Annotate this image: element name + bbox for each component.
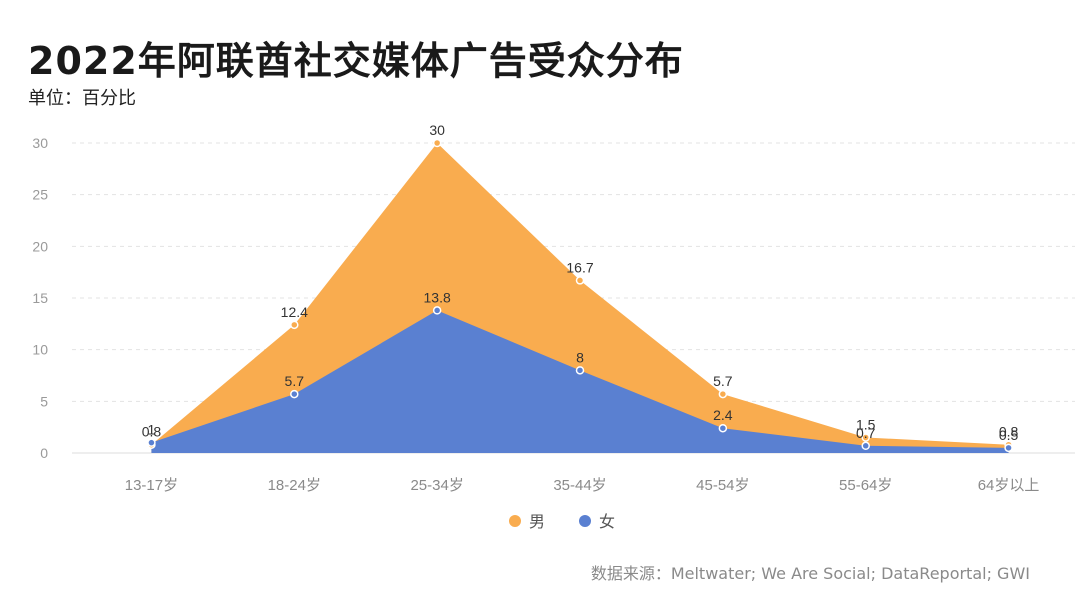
y-tick-label: 25	[32, 187, 48, 203]
data-label: 5.7	[713, 373, 733, 389]
chart-title: 2022年阿联酋社交媒体广告受众分布	[28, 39, 684, 83]
y-tick-label: 20	[32, 238, 48, 254]
data-label: 13.8	[424, 289, 451, 305]
data-point-female	[575, 366, 585, 375]
x-tick-label: 18-24岁	[268, 477, 321, 494]
series-area-female	[151, 310, 1009, 453]
legend-marker-male	[509, 515, 521, 527]
y-tick-label: 30	[32, 135, 48, 151]
data-label: 5.7	[285, 373, 305, 389]
x-tick-label: 55-64岁	[839, 477, 892, 494]
y-tick-label: 15	[32, 290, 48, 306]
y-tick-label: 5	[40, 393, 48, 409]
data-label: 0.7	[856, 425, 876, 441]
data-label: 1	[148, 422, 156, 438]
legend-label-male: 男	[529, 514, 545, 531]
data-label: 1.5	[856, 417, 876, 433]
data-point-male	[718, 389, 728, 399]
data-point-female	[290, 389, 299, 399]
legend-label-female: 女	[599, 512, 615, 531]
data-label: 0.5	[999, 427, 1019, 443]
data-point-male	[861, 433, 870, 442]
data-point-male	[290, 320, 299, 330]
data-label: 0.8	[142, 424, 162, 440]
x-tick-label: 13-17岁	[125, 477, 178, 494]
data-point-female	[1004, 443, 1013, 453]
legend-marker-female	[579, 515, 591, 527]
chart-subtitle: 单位：百分比	[28, 88, 136, 109]
x-tick-label: 35-44岁	[553, 477, 606, 494]
x-tick-label: 25-34岁	[410, 477, 463, 494]
data-point-female	[718, 423, 728, 433]
data-source: 数据来源：Meltwater; We Are Social; DataRepor…	[590, 564, 1030, 583]
y-tick-label: 10	[32, 342, 48, 358]
data-point-female	[147, 438, 156, 447]
x-tick-label: 64岁以上	[978, 477, 1040, 494]
data-label: 12.4	[281, 304, 308, 320]
data-label: 8	[576, 349, 584, 365]
data-label: 30	[429, 122, 445, 138]
x-tick-label: 45-54岁	[696, 477, 749, 494]
y-tick-label: 0	[40, 445, 48, 461]
data-label: 0.8	[999, 424, 1019, 440]
data-label: 16.7	[566, 259, 593, 275]
data-point-female	[861, 441, 870, 451]
data-label: 2.4	[713, 407, 733, 423]
data-point-male	[575, 276, 585, 285]
data-point-male	[432, 138, 442, 148]
data-point-female	[432, 306, 442, 315]
